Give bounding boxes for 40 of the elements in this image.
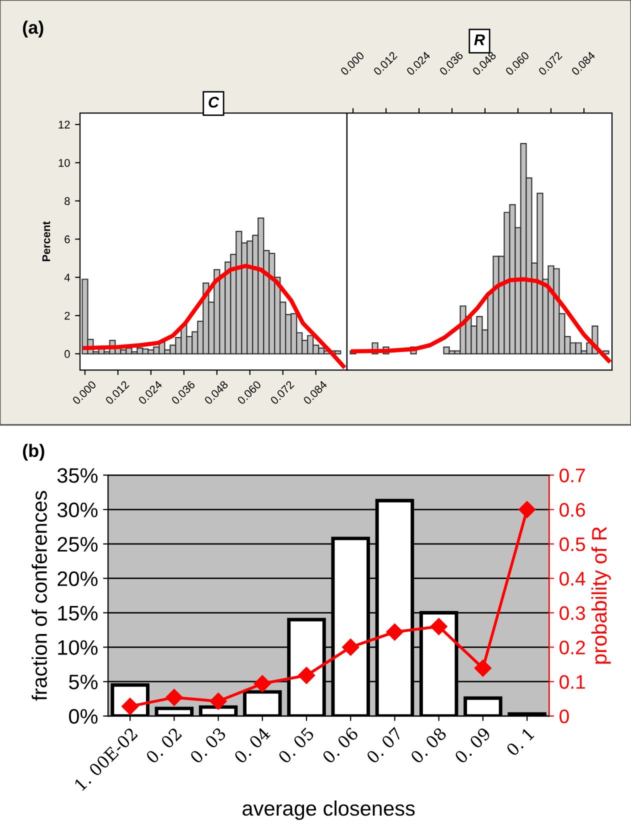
y2-axis-title: probability of R — [591, 527, 611, 664]
y-tick-label: 20% — [58, 571, 98, 586]
y2-tick-label: 0.3 — [560, 606, 585, 620]
y-tick-label: 30% — [57, 502, 98, 518]
y-tick-label: 25% — [58, 536, 98, 552]
y-tick-label: 10 — [58, 158, 70, 167]
x-tick-label: 0. 04 — [233, 726, 271, 764]
text: (b) — [22, 444, 44, 461]
x-tick-label: 0. 09 — [454, 726, 492, 764]
y2-tick-label: 0.4 — [560, 572, 586, 586]
x-tick-label: 0. 08 — [410, 726, 448, 764]
y-tick-label: 15% — [58, 606, 98, 621]
y2-tick-label: 0.5 — [560, 537, 586, 552]
x-tick-label: 0. 02 — [145, 727, 182, 764]
x-axis-title: average closeness — [242, 800, 415, 820]
x-tick-label: 0. 03 — [189, 726, 227, 764]
x-tick-label: 0. 1 — [506, 728, 534, 757]
y-tick-label: 12 — [58, 120, 70, 129]
y-tick-label: 10% — [58, 640, 98, 655]
y2-tick-label: 0.2 — [560, 640, 585, 654]
y-tick-label: 8 — [64, 197, 70, 206]
y2-tick-label: 0.1 — [560, 675, 585, 689]
y2-tick-label: 0.6 — [560, 503, 585, 517]
x-tick-label: 0. 06 — [322, 726, 359, 764]
chart-title: R — [474, 34, 485, 46]
y-axis-title: Percent — [42, 221, 50, 262]
y-tick-label: 4 — [64, 274, 70, 282]
text: (a) — [22, 20, 44, 38]
y-tick-label: 5% — [69, 674, 98, 690]
y-tick-label: 0% — [69, 709, 98, 724]
y-tick-label: 0 — [64, 350, 70, 358]
y-tick-label: 2 — [64, 312, 70, 320]
y-axis-title: fraction of conferences — [32, 490, 47, 701]
x-tick-label: 0. 07 — [366, 726, 403, 764]
y-tick-label: 35% — [57, 468, 98, 483]
y2-tick-label: 0 — [560, 709, 569, 724]
chart-title: C — [208, 96, 220, 108]
y2-tick-label: 0.7 — [560, 468, 585, 482]
y-tick-label: 6 — [64, 235, 70, 244]
x-tick-label: 0. 05 — [278, 726, 315, 764]
